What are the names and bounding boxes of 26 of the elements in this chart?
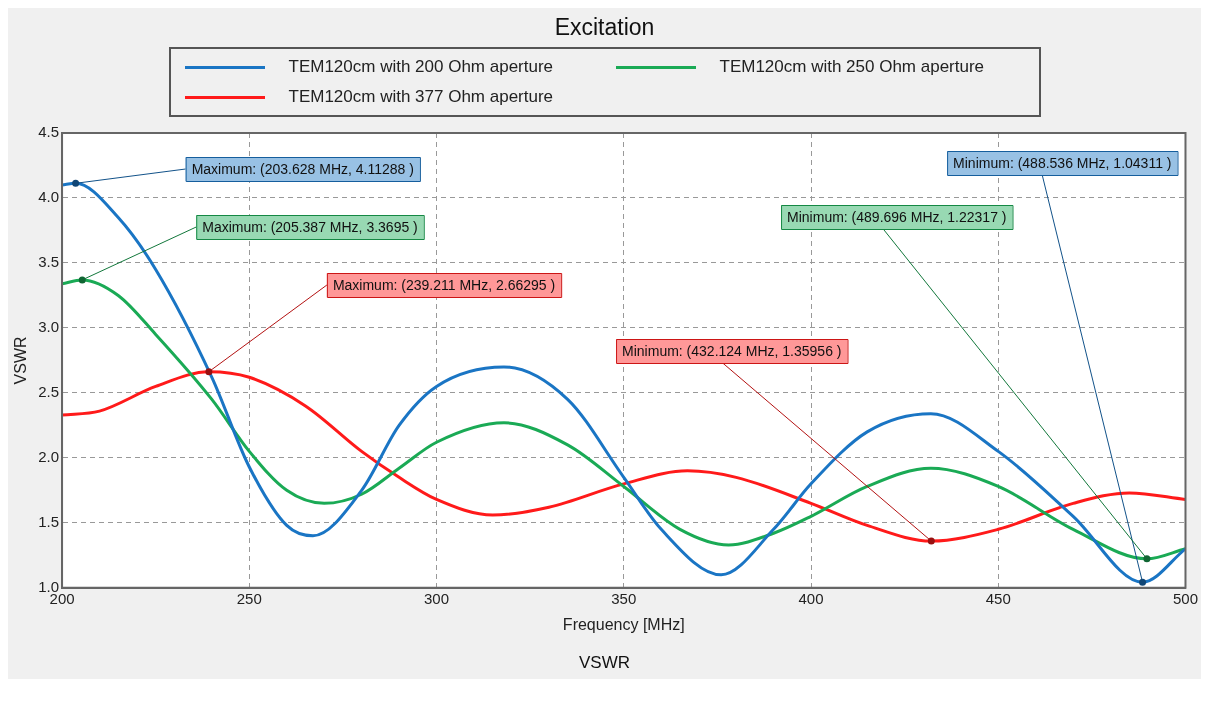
y-tick-label: 1.5 — [38, 512, 60, 530]
legend-label: TEM120cm with 200 Ohm aperture — [288, 57, 554, 77]
x-tick-label: 450 — [985, 589, 1011, 607]
annotation: Minimum: (489.696 MHz, 1.22317 ) — [787, 208, 1007, 225]
x-tick-label: 500 — [1172, 589, 1198, 607]
x-tick-label: 250 — [236, 589, 262, 607]
y-tick-label: 2.0 — [38, 448, 60, 465]
annotation: Maximum: (239.211 MHz, 2.66295 ) — [332, 276, 556, 293]
y-tick-label: 2.5 — [38, 383, 60, 401]
chart-title: Excitation — [553, 13, 656, 41]
legend-label: TEM120cm with 377 Ohm aperture — [288, 87, 554, 107]
x-tick-label: 400 — [798, 589, 824, 607]
annotation: Maximum: (205.387 MHz, 3.3695 ) — [202, 218, 418, 235]
y-axis-title: VSWR — [12, 336, 30, 385]
x-tick-label: 350 — [611, 589, 637, 607]
legend-label: TEM120cm with 250 Ohm aperture — [719, 57, 985, 77]
y-tick-label: 4.0 — [38, 188, 60, 206]
annotation: Maximum: (203.628 MHz, 4.11288 ) — [191, 160, 414, 177]
annotation: Minimum: (488.536 MHz, 1.04311 ) — [953, 154, 1172, 171]
y-tick-label: 4.5 — [38, 123, 60, 141]
x-axis-title: Frequency [MHz] — [562, 615, 685, 633]
y-tick-label: 3.0 — [38, 318, 60, 336]
text: VSWR — [578, 652, 631, 674]
x-tick-label: 300 — [424, 589, 450, 607]
annotation: Minimum: (432.124 MHz, 1.35956 ) — [622, 342, 842, 359]
y-tick-label: 3.5 — [38, 253, 60, 271]
